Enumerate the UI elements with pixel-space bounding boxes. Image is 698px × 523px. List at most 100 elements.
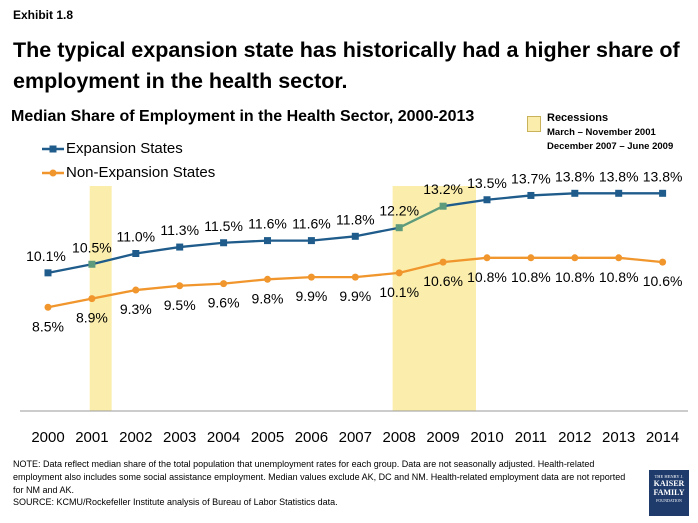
non-expansion-point-2013 [615,254,623,262]
non-expansion-point-2006 [307,273,315,281]
x-tick-2006: 2006 [295,429,328,446]
expansion-point-2004 [220,239,228,247]
expansion-segment-2000 [47,263,93,274]
legend-expansion-marker [42,145,64,153]
non-expansion-point-2010 [483,254,491,262]
logo-foundation: FOUNDATION [656,498,682,503]
expansion-segment-2002 [135,245,180,255]
x-tick-2008: 2008 [383,429,416,446]
recession-band-1 [89,186,112,411]
expansion-label-2000: 10.1% [26,248,66,264]
non-expansion-label-2013: 10.8% [599,269,639,285]
expansion-point-2007 [351,232,359,240]
expansion-segment-2004 [223,239,268,244]
expansion-label-2004: 11.5% [204,218,243,234]
non-expansion-label-2000: 8.5% [32,318,64,334]
footnote: NOTE: Data reflect median share of the t… [13,458,633,509]
expansion-label-2003: 11.3% [160,222,199,238]
footnote-note: NOTE: Data reflect median share of the t… [13,459,626,495]
x-tick-2001: 2001 [75,429,108,446]
expansion-segment-2001 [91,252,137,266]
expansion-label-2014: 13.8% [643,168,683,184]
x-tick-2004: 2004 [207,429,240,446]
x-tick-2002: 2002 [119,429,152,446]
non-expansion-segment-2005 [267,276,312,281]
non-expansion-segment-2009 [442,256,488,264]
x-tick-2013: 2013 [602,429,635,446]
recession-legend-swatch [527,116,541,132]
non-expansion-label-2011: 10.8% [511,269,551,285]
expansion-segment-2007 [355,226,400,238]
expansion-point-2002 [132,250,140,257]
non-expansion-point-2011 [527,254,535,262]
recession-legend-period-2: December 2007 – June 2009 [547,141,674,152]
non-expansion-label-2005: 9.8% [252,290,284,306]
non-expansion-segment-2002 [135,284,180,292]
expansion-point-2005 [264,237,271,245]
non-expansion-point-2000 [44,303,52,311]
expansion-label-2009: 13.2% [423,181,463,197]
expansion-label-2007: 11.8% [336,211,375,227]
non-expansion-segment-2004 [223,278,268,285]
non-expansion-label-2002: 9.3% [120,301,152,317]
x-tick-2000: 2000 [31,429,64,446]
x-tick-2009: 2009 [426,429,459,446]
expansion-point-2000 [44,269,52,277]
footnote-source: SOURCE: KCMU/Rockefeller Institute analy… [13,497,338,508]
expansion-label-2006: 11.6% [292,216,331,232]
non-expansion-label-2014: 10.6% [643,273,683,289]
kff-logo: THE HENRY J. KAISER FAMILY FOUNDATION [649,470,689,516]
non-expansion-segment-2003 [179,282,224,287]
non-expansion-segment-2000 [47,297,93,309]
non-expansion-label-2004: 9.6% [208,295,240,311]
chart-title: Median Share of Employment in the Health… [11,108,475,125]
x-tick-2003: 2003 [163,429,196,446]
expansion-segment-2011 [530,192,575,197]
expansion-point-2009 [439,202,447,210]
non-expansion-label-2003: 9.5% [164,297,196,313]
expansion-point-2011 [527,191,535,199]
non-expansion-point-2009 [439,258,447,266]
expansion-label-2008: 12.2% [379,203,419,219]
x-tick-2012: 2012 [558,429,591,446]
non-expansion-label-2006: 9.9% [295,288,327,304]
non-expansion-label-2010: 10.8% [467,269,507,285]
non-expansion-point-2004 [220,280,228,288]
expansion-label-2012: 13.8% [555,168,595,184]
headline: The typical expansion state has historic… [13,38,680,93]
expansion-segment-2006 [311,235,356,242]
expansion-label-2002: 11.0% [116,229,155,245]
exhibit-label: Exhibit 1.8 [13,8,74,22]
legend-non-expansion-marker [42,169,64,177]
non-expansion-label-2007: 9.9% [339,288,371,304]
expansion-point-2010 [483,196,491,204]
non-expansion-segment-2007 [355,271,400,279]
logo-family: FAMILY [653,488,685,497]
non-expansion-point-2002 [132,286,140,294]
expansion-segment-2003 [179,241,224,249]
non-expansion-point-2001 [88,295,96,303]
expansion-label-2010: 13.5% [467,175,507,191]
recession-legend-period-1: March – November 2001 [547,127,656,138]
expansion-point-2014 [659,189,667,197]
recession-legend-title: Recessions [547,112,609,124]
non-expansion-point-2012 [571,254,579,262]
expansion-point-2006 [307,237,315,245]
non-expansion-point-2014 [659,258,667,266]
non-expansion-segment-2008 [398,260,444,274]
x-tick-2010: 2010 [470,429,503,446]
logo-kaiser: KAISER [653,479,685,488]
expansion-point-2013 [615,189,623,197]
non-expansion-point-2003 [176,282,184,290]
expansion-segment-2008 [398,205,444,229]
non-expansion-label-2001: 8.9% [76,310,108,326]
expansion-segment-2010 [486,194,532,201]
expansion-point-2003 [176,243,184,251]
expansion-label-2013: 13.8% [599,168,639,184]
x-tick-2011: 2011 [515,429,547,446]
logo-small-text: THE HENRY J. [654,474,684,479]
non-expansion-point-2007 [351,273,359,281]
legend-expansion-label: Expansion States [66,140,183,157]
non-expansion-label-2009: 10.6% [423,273,463,289]
